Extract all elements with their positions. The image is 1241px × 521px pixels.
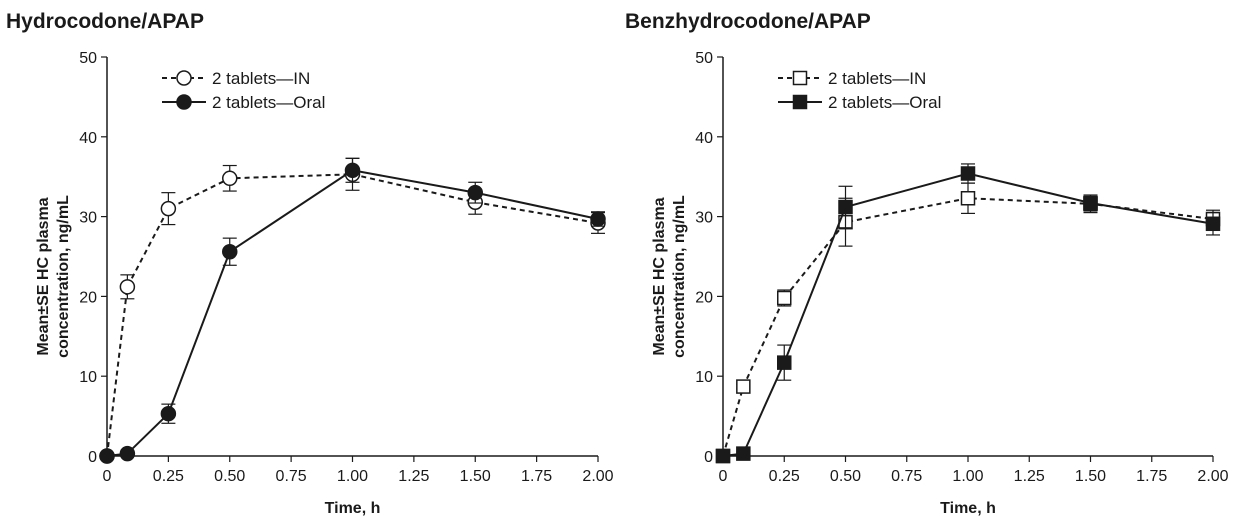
data-point <box>960 166 976 181</box>
x-tick-label: 0.75 <box>891 468 922 485</box>
y-tick-label: 40 <box>695 130 713 147</box>
y-axis-title: concentration, ng/mL <box>55 195 72 358</box>
data-point <box>160 405 177 422</box>
y-axis-title: Mean±SE HC plasma <box>35 197 52 355</box>
x-tick-label: 1.25 <box>1014 468 1045 485</box>
y-tick-label: 10 <box>79 369 97 386</box>
x-axis-title: Time, h <box>325 500 381 517</box>
x-tick-label: 1.00 <box>952 468 983 485</box>
y-axis-title: concentration, ng/mL <box>671 195 688 358</box>
series-line <box>722 172 1214 457</box>
data-point <box>222 170 238 187</box>
y-tick-label: 50 <box>79 50 97 67</box>
data-point <box>715 448 731 464</box>
y-tick-label: 40 <box>79 130 97 147</box>
data-point <box>1083 195 1098 211</box>
data-point <box>960 190 976 206</box>
data-point <box>777 355 792 370</box>
x-axis-title: Time, h <box>940 500 996 517</box>
data-point <box>736 446 751 461</box>
data-point <box>344 162 361 179</box>
y-axis-title: Mean±SE HC plasma <box>651 197 668 355</box>
legend-marker <box>176 94 192 110</box>
legend-label: 2 tablets—IN <box>212 69 310 88</box>
chart-panel-hydrocodone: 0 0.25 0.50 0.75 1.00 1.25 1.50 1.75 2.00 0 10 20 30… <box>35 50 614 517</box>
chart-title-left: Hydrocodone/APAP <box>6 10 204 33</box>
legend-label: 2 tablets—Oral <box>828 93 941 112</box>
y-tick-label: 0 <box>88 449 97 466</box>
y-tick-label: 10 <box>695 369 713 386</box>
x-tick-label: 0 <box>719 468 728 485</box>
y-tick-label: 20 <box>695 289 713 306</box>
series-line <box>722 197 1214 457</box>
legend-label: 2 tablets—Oral <box>212 93 325 112</box>
y-tick-label: 30 <box>79 210 97 227</box>
legend-marker <box>792 70 808 86</box>
data-point <box>160 200 177 217</box>
x-tick-label: 0.75 <box>276 468 307 485</box>
x-tick-label: 0.50 <box>214 468 245 485</box>
data-point <box>736 379 751 394</box>
x-tick-label: 1.00 <box>337 468 368 485</box>
x-tick-label: 0.25 <box>769 468 800 485</box>
data-point <box>99 448 115 464</box>
x-tick-label: 0 <box>103 468 112 485</box>
data-point <box>1205 216 1221 232</box>
data-point <box>467 184 483 201</box>
x-tick-label: 1.75 <box>1136 468 1167 485</box>
x-tick-label: 0.50 <box>830 468 861 485</box>
y-tick-label: 50 <box>695 50 713 67</box>
legend-marker <box>176 70 192 86</box>
series-line <box>106 169 599 457</box>
y-tick-label: 30 <box>695 210 713 227</box>
data-point <box>119 279 136 295</box>
series-line <box>106 173 599 457</box>
data-point <box>222 243 238 260</box>
data-point <box>777 290 792 306</box>
data-point <box>590 211 606 227</box>
x-tick-label: 1.50 <box>1075 468 1106 485</box>
x-tick-label: 0.25 <box>153 468 184 485</box>
x-tick-label: 2.00 <box>582 468 613 485</box>
x-tick-label: 2.00 <box>1197 468 1228 485</box>
x-tick-label: 1.75 <box>521 468 552 485</box>
data-point <box>838 199 853 215</box>
chart-panel-benzhydrocodone: 0 0.25 0.50 0.75 1.00 1.25 1.50 1.75 2.00 0 10 20 30… <box>651 50 1229 517</box>
chart-title-right: Benzhydrocodone/APAP <box>625 10 871 33</box>
y-tick-label: 0 <box>704 449 713 466</box>
y-tick-label: 20 <box>79 289 97 306</box>
x-tick-label: 1.50 <box>460 468 491 485</box>
x-tick-label: 1.25 <box>398 468 429 485</box>
data-point <box>119 445 136 462</box>
legend-marker <box>792 94 808 110</box>
legend-label: 2 tablets—IN <box>828 69 926 88</box>
